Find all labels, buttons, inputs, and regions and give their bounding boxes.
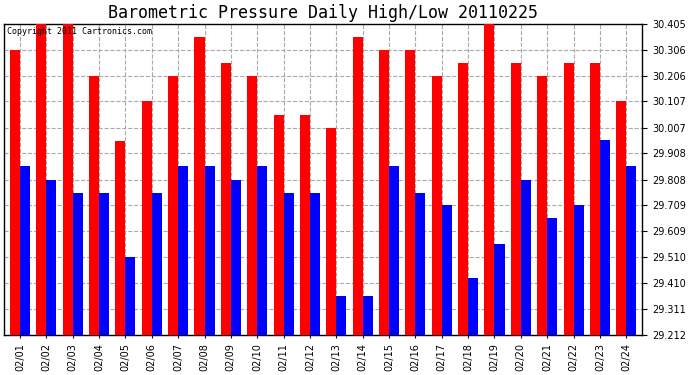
Bar: [627, 166, 636, 335]
Bar: [20, 166, 30, 335]
Bar: [141, 102, 152, 335]
Bar: [152, 193, 162, 335]
Bar: [547, 218, 558, 335]
Bar: [468, 278, 478, 335]
Bar: [284, 193, 294, 335]
Bar: [204, 166, 215, 335]
Bar: [511, 63, 521, 335]
Bar: [458, 63, 468, 335]
Bar: [195, 37, 204, 335]
Title: Barometric Pressure Daily High/Low 20110225: Barometric Pressure Daily High/Low 20110…: [108, 4, 538, 22]
Bar: [89, 76, 99, 335]
Bar: [168, 76, 178, 335]
Bar: [406, 50, 415, 335]
Bar: [99, 193, 109, 335]
Bar: [178, 166, 188, 335]
Bar: [389, 166, 399, 335]
Bar: [600, 140, 610, 335]
Bar: [379, 50, 389, 335]
Bar: [300, 114, 310, 335]
Bar: [495, 244, 504, 335]
Bar: [432, 76, 442, 335]
Bar: [484, 24, 495, 335]
Text: Copyright 2011 Cartronics.com: Copyright 2011 Cartronics.com: [8, 27, 152, 36]
Bar: [521, 180, 531, 335]
Bar: [273, 114, 284, 335]
Bar: [126, 257, 135, 335]
Bar: [326, 128, 336, 335]
Bar: [616, 102, 627, 335]
Bar: [257, 166, 267, 335]
Bar: [46, 180, 57, 335]
Bar: [63, 24, 72, 335]
Bar: [573, 205, 584, 335]
Bar: [564, 63, 573, 335]
Bar: [415, 193, 426, 335]
Bar: [247, 76, 257, 335]
Bar: [231, 180, 241, 335]
Bar: [310, 193, 320, 335]
Bar: [115, 141, 126, 335]
Bar: [72, 193, 83, 335]
Bar: [336, 297, 346, 335]
Bar: [538, 76, 547, 335]
Bar: [590, 63, 600, 335]
Bar: [10, 50, 20, 335]
Bar: [221, 63, 231, 335]
Bar: [37, 24, 46, 335]
Bar: [442, 205, 452, 335]
Bar: [363, 297, 373, 335]
Bar: [353, 37, 363, 335]
